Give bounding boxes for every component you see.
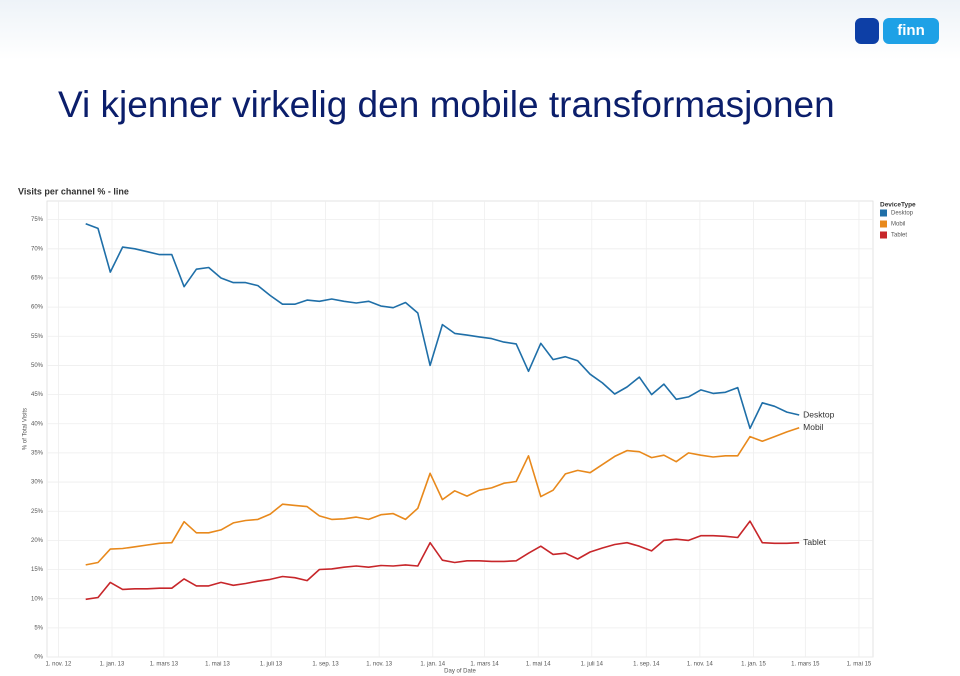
x-tick-label: 1. sep. 14 (633, 662, 660, 668)
x-tick-label: 1. juli 14 (581, 662, 604, 668)
y-tick-label: 40% (31, 421, 44, 427)
legend-label: Desktop (891, 211, 914, 217)
logo-text: finn (883, 18, 939, 44)
x-tick-label: 1. mai 14 (526, 662, 551, 668)
logo-block (855, 18, 879, 44)
legend-label: Mobil (891, 222, 905, 228)
x-tick-label: 1. mars 15 (791, 662, 820, 668)
y-tick-label: 50% (31, 363, 44, 369)
y-tick-label: 75% (31, 217, 44, 223)
end-label: Tablet (803, 537, 826, 547)
y-tick-label: 30% (31, 480, 44, 486)
x-tick-label: 1. mars 14 (470, 662, 499, 668)
x-tick-label: 1. mai 15 (847, 662, 872, 668)
legend-label: Tablet (891, 233, 907, 239)
x-axis-label: Day of Date (444, 669, 476, 675)
y-tick-label: 10% (31, 596, 44, 602)
legend-title: DeviceType (880, 202, 916, 209)
end-label: Desktop (803, 409, 834, 419)
y-tick-label: 60% (31, 305, 44, 311)
y-tick-label: 45% (31, 392, 44, 398)
x-tick-label: 1. nov. 14 (687, 662, 714, 668)
x-tick-label: 1. mai 13 (205, 662, 230, 668)
y-tick-label: 55% (31, 334, 44, 340)
chart-title: Visits per channel % - line (18, 186, 129, 196)
y-tick-label: 25% (31, 509, 44, 515)
legend-swatch (880, 231, 887, 239)
y-axis-label: % of Total Visits (23, 408, 29, 450)
x-tick-label: 1. jan. 14 (420, 662, 445, 668)
x-tick-label: 1. nov. 13 (366, 662, 393, 668)
y-tick-label: 20% (31, 538, 44, 544)
end-label: Mobil (803, 422, 823, 432)
x-tick-label: 1. juli 13 (260, 662, 283, 668)
x-tick-label: 1. sep. 13 (312, 662, 339, 668)
line (85, 520, 800, 601)
x-tick-label: 1. mars 13 (150, 662, 179, 668)
x-tick-label: 1. jan. 15 (741, 662, 766, 668)
y-tick-label: 35% (31, 450, 44, 456)
x-tick-label: 1. nov. 12 (45, 662, 72, 668)
x-tick-label: 1. jan. 13 (100, 662, 125, 668)
y-tick-label: 15% (31, 567, 44, 573)
line (85, 427, 800, 566)
line (85, 222, 800, 430)
y-tick-label: 5% (34, 625, 43, 631)
y-tick-label: 65% (31, 276, 44, 282)
plot-area (46, 200, 874, 658)
legend-swatch (880, 209, 887, 217)
slide-title: Vi kjenner virkelig den mobile transform… (58, 84, 835, 125)
legend-swatch (880, 220, 887, 228)
y-tick-label: 0% (34, 655, 43, 661)
y-tick-label: 70% (31, 246, 44, 252)
logo: finn (855, 18, 939, 44)
